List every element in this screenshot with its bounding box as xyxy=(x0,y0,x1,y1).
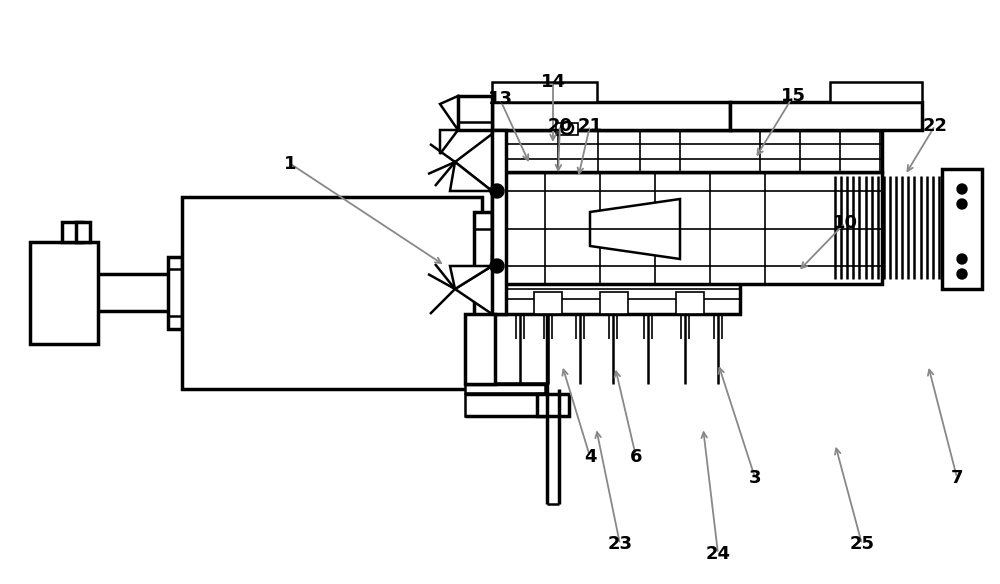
Bar xyxy=(182,197,482,389)
Polygon shape xyxy=(440,130,458,154)
Bar xyxy=(76,222,90,242)
Text: 4: 4 xyxy=(584,448,596,465)
Bar xyxy=(730,102,922,130)
Text: 15: 15 xyxy=(780,88,806,105)
Polygon shape xyxy=(455,134,492,191)
Text: 13: 13 xyxy=(488,91,512,108)
Bar xyxy=(465,394,545,416)
Circle shape xyxy=(957,184,967,194)
Polygon shape xyxy=(450,162,492,191)
Bar xyxy=(556,123,578,135)
Bar xyxy=(465,383,545,393)
Bar xyxy=(537,394,569,416)
Bar xyxy=(168,257,182,329)
Bar xyxy=(30,242,98,344)
Bar xyxy=(830,82,922,102)
Text: 10: 10 xyxy=(832,214,858,232)
Polygon shape xyxy=(455,266,492,314)
Bar xyxy=(942,169,982,289)
Bar xyxy=(492,102,730,130)
Text: 24: 24 xyxy=(706,545,730,562)
Text: 6: 6 xyxy=(630,448,642,465)
Bar xyxy=(474,212,492,374)
Bar xyxy=(492,256,740,314)
Bar xyxy=(458,96,492,130)
Bar xyxy=(600,292,628,314)
Polygon shape xyxy=(440,96,458,130)
Bar xyxy=(492,130,506,314)
Circle shape xyxy=(957,269,967,279)
Text: 7: 7 xyxy=(951,469,963,486)
Bar xyxy=(676,292,704,314)
Text: 23: 23 xyxy=(608,536,633,553)
Bar xyxy=(534,292,562,314)
Text: 3: 3 xyxy=(749,469,761,486)
Circle shape xyxy=(957,254,967,264)
Text: 1: 1 xyxy=(284,155,296,172)
Text: 21: 21 xyxy=(578,117,602,134)
Circle shape xyxy=(561,122,573,134)
Circle shape xyxy=(490,184,504,198)
Text: 25: 25 xyxy=(850,536,874,553)
Bar xyxy=(62,222,82,242)
Text: 14: 14 xyxy=(540,73,566,91)
Bar xyxy=(492,130,882,172)
Circle shape xyxy=(957,199,967,209)
Circle shape xyxy=(490,259,504,273)
Text: 22: 22 xyxy=(922,117,948,134)
Bar xyxy=(492,172,882,284)
Bar xyxy=(465,314,495,384)
Text: 20: 20 xyxy=(548,117,572,134)
Bar xyxy=(492,82,597,102)
Polygon shape xyxy=(590,199,680,259)
Polygon shape xyxy=(450,266,492,289)
